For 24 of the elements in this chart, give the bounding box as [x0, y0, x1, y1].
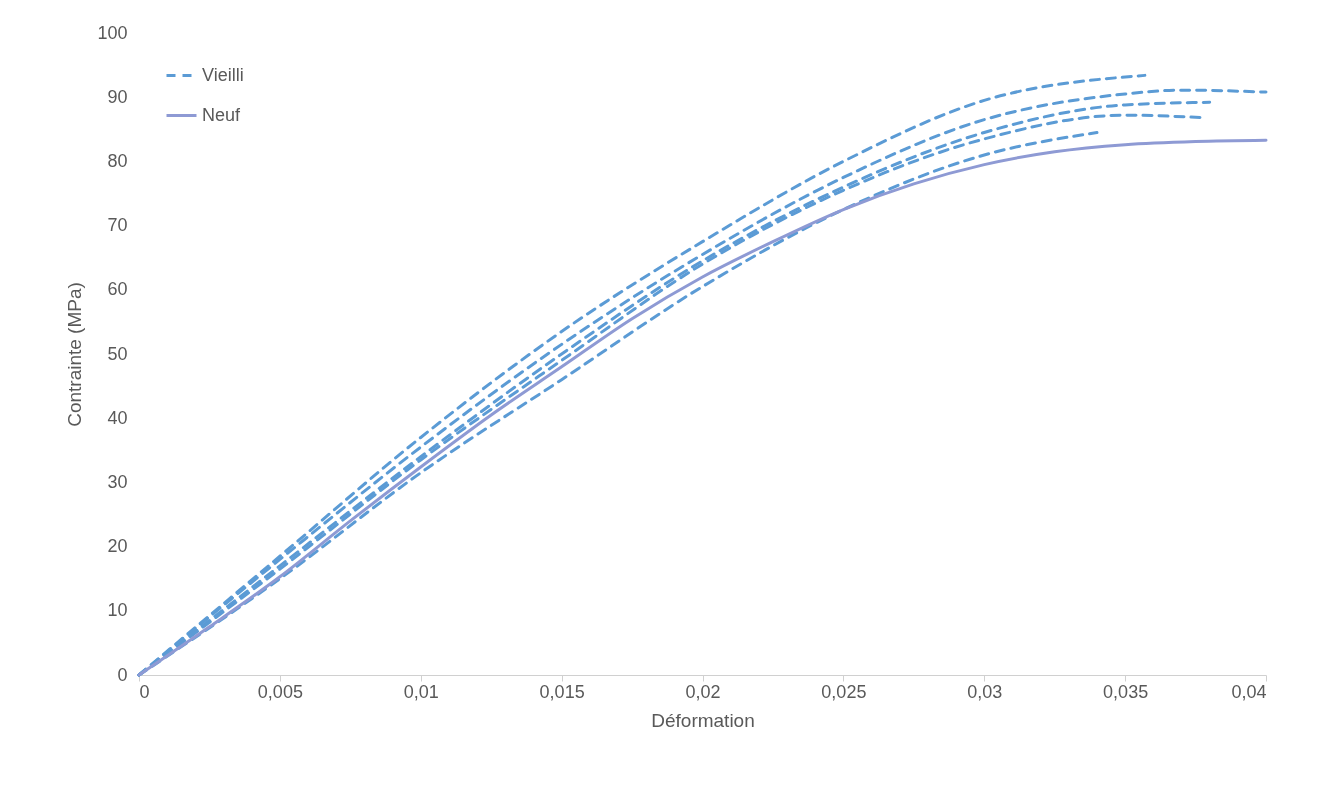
x-tick-label: 0,025 [821, 681, 867, 702]
x-tick-label: 0,01 [403, 681, 439, 702]
x-tick-label: 0 [139, 681, 150, 702]
y-tick-label: 10 [107, 600, 128, 621]
y-tick-label: 20 [107, 536, 128, 557]
y-tick-label: 70 [107, 215, 128, 236]
y-tick-label: 50 [107, 343, 128, 364]
y-tick-label: 90 [107, 86, 128, 107]
y-tick-label: 80 [107, 150, 128, 171]
y-tick-label: 0 [117, 664, 128, 685]
y-tick-label: 40 [107, 407, 128, 428]
x-tick-label: 0,04 [1231, 681, 1267, 702]
y-axis-title: Contrainte (MPa) [64, 282, 86, 427]
y-tick-label: 100 [97, 22, 128, 43]
y-tick-label: 30 [107, 471, 128, 492]
x-tick-label: 0,02 [685, 681, 721, 702]
x-tick-label: 0,035 [1103, 681, 1149, 702]
x-axis-title: Déformation [651, 709, 755, 731]
legend-label: Neuf [202, 104, 242, 125]
y-tick-label: 60 [107, 279, 128, 300]
x-tick-label: 0,015 [539, 681, 585, 702]
x-tick-label: 0,005 [257, 681, 303, 702]
legend-label: Vieilli [202, 64, 244, 85]
x-tick-label: 0,03 [967, 681, 1003, 702]
